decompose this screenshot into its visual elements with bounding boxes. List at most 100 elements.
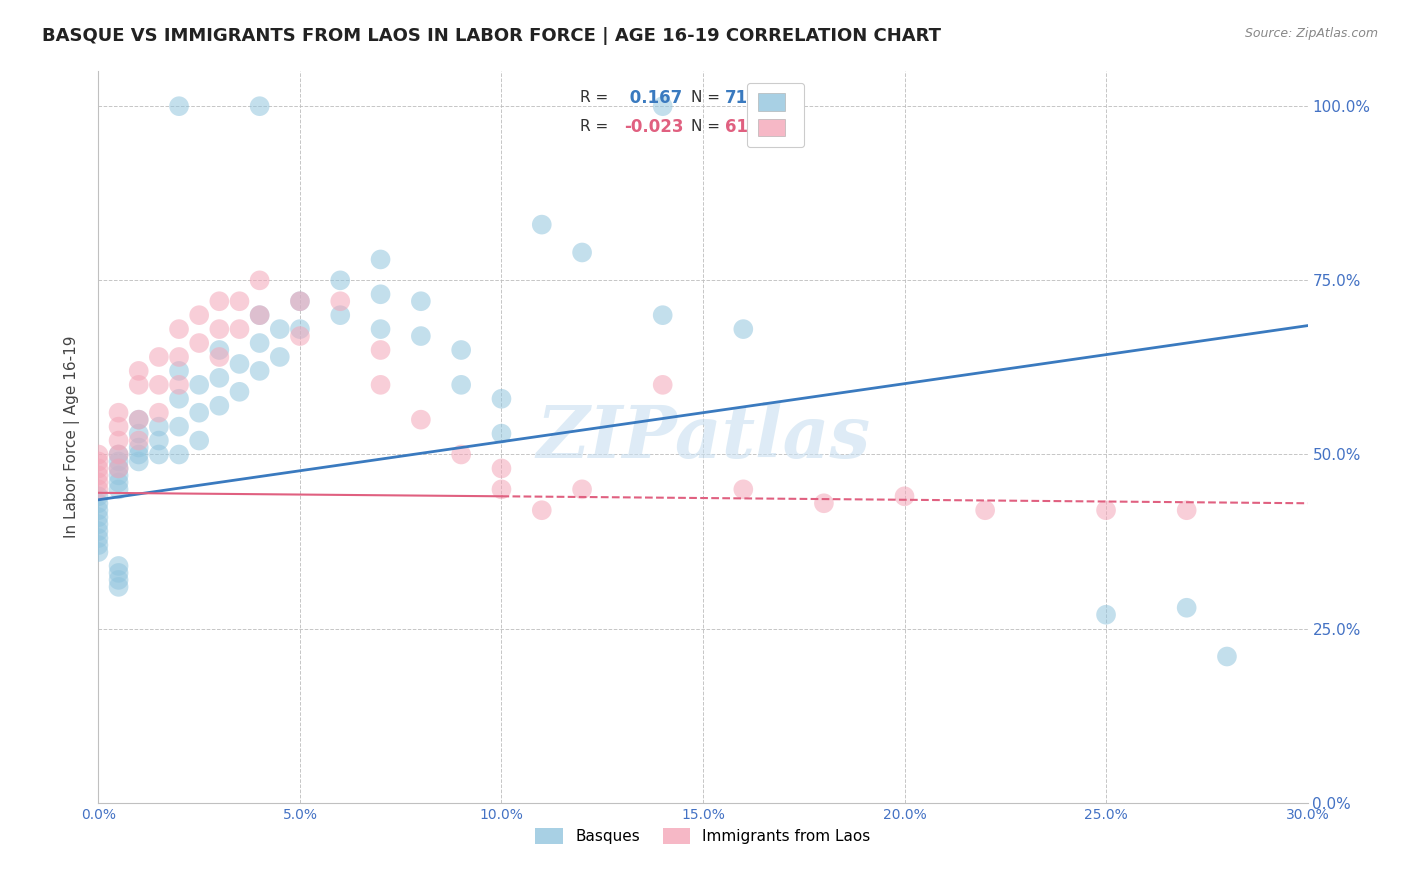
Point <box>893 489 915 503</box>
Point <box>269 322 291 336</box>
Point <box>128 377 150 392</box>
Point <box>148 448 170 462</box>
Point <box>530 218 553 232</box>
Point <box>148 434 170 448</box>
Point <box>87 496 110 510</box>
Point <box>370 322 392 336</box>
Point <box>167 322 190 336</box>
Point <box>128 454 150 468</box>
Point <box>188 434 211 448</box>
Point <box>370 287 392 301</box>
Point <box>107 461 129 475</box>
Point <box>87 545 110 559</box>
Point <box>370 252 392 267</box>
Point <box>491 392 513 406</box>
Point <box>1095 503 1118 517</box>
Point <box>128 412 150 426</box>
Point <box>1175 600 1198 615</box>
Point <box>249 364 271 378</box>
Point <box>87 489 110 503</box>
Text: R =: R = <box>579 90 607 105</box>
Point <box>651 99 673 113</box>
Point <box>1216 649 1239 664</box>
Point <box>208 343 231 357</box>
Point <box>1175 503 1198 517</box>
Text: N =: N = <box>690 120 720 135</box>
Point <box>1095 607 1118 622</box>
Legend: Basques, Immigrants from Laos: Basques, Immigrants from Laos <box>529 822 877 850</box>
Text: 71: 71 <box>724 88 748 107</box>
Point <box>128 434 150 448</box>
Point <box>208 322 231 336</box>
Point <box>148 377 170 392</box>
Point <box>87 531 110 545</box>
Point <box>733 322 755 336</box>
Point <box>87 448 110 462</box>
Point <box>107 468 129 483</box>
Point <box>571 483 593 497</box>
Point <box>208 399 231 413</box>
Point <box>167 392 190 406</box>
Point <box>107 483 129 497</box>
Point <box>813 496 835 510</box>
Point <box>249 273 271 287</box>
Point <box>167 99 190 113</box>
Point <box>128 412 150 426</box>
Point <box>87 461 110 475</box>
Text: 61: 61 <box>724 118 748 136</box>
Point <box>208 371 231 385</box>
Point <box>228 294 250 309</box>
Point <box>87 503 110 517</box>
Point <box>450 448 472 462</box>
Point <box>491 426 513 441</box>
Point <box>87 510 110 524</box>
Point <box>188 406 211 420</box>
Point <box>370 343 392 357</box>
Text: Source: ZipAtlas.com: Source: ZipAtlas.com <box>1244 27 1378 40</box>
Point <box>409 329 432 343</box>
Point <box>107 434 129 448</box>
Point <box>329 308 352 322</box>
Point <box>128 441 150 455</box>
Point <box>269 350 291 364</box>
Point <box>148 350 170 364</box>
Point <box>288 329 311 343</box>
Point <box>107 566 129 580</box>
Point <box>249 308 271 322</box>
Point <box>128 426 150 441</box>
Point <box>288 294 311 309</box>
Point <box>651 377 673 392</box>
Point <box>107 448 129 462</box>
Point <box>87 524 110 538</box>
Point <box>450 343 472 357</box>
Point <box>167 448 190 462</box>
Point <box>107 580 129 594</box>
Text: R =: R = <box>579 120 607 135</box>
Point <box>228 357 250 371</box>
Point <box>733 483 755 497</box>
Point <box>329 273 352 287</box>
Point <box>87 468 110 483</box>
Point <box>188 377 211 392</box>
Point <box>974 503 997 517</box>
Point <box>167 364 190 378</box>
Text: N =: N = <box>690 90 720 105</box>
Point <box>128 448 150 462</box>
Point <box>128 364 150 378</box>
Point <box>329 294 352 309</box>
Point <box>491 461 513 475</box>
Point <box>188 336 211 351</box>
Point <box>148 419 170 434</box>
Point <box>450 377 472 392</box>
Point <box>107 573 129 587</box>
Point <box>87 538 110 552</box>
Point <box>148 406 170 420</box>
Point <box>228 322 250 336</box>
Point <box>167 377 190 392</box>
Point <box>571 245 593 260</box>
Point <box>107 558 129 573</box>
Point <box>228 384 250 399</box>
Text: BASQUE VS IMMIGRANTS FROM LAOS IN LABOR FORCE | AGE 16-19 CORRELATION CHART: BASQUE VS IMMIGRANTS FROM LAOS IN LABOR … <box>42 27 941 45</box>
Point <box>249 99 271 113</box>
Point <box>167 419 190 434</box>
